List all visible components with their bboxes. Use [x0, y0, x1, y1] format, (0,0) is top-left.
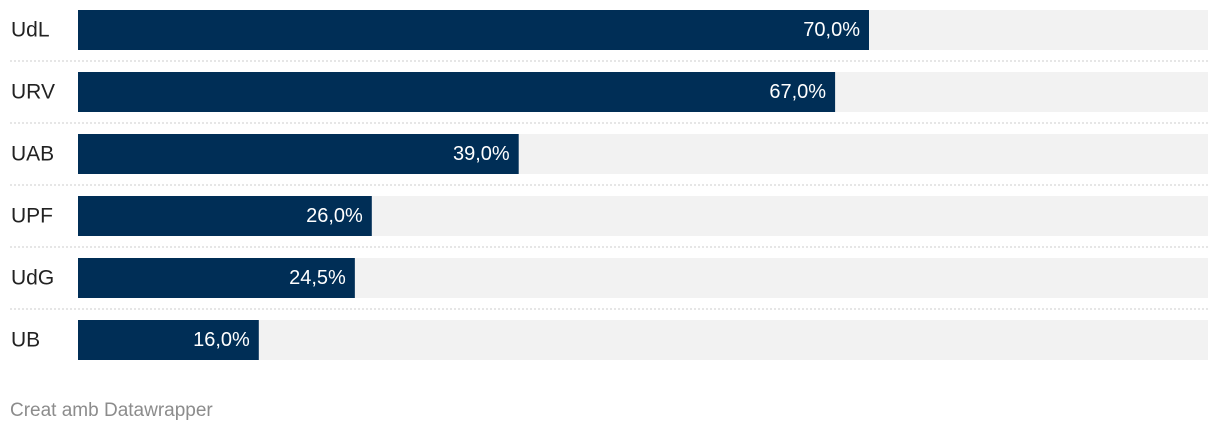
bar — [78, 134, 519, 174]
value-label: 26,0% — [306, 205, 363, 227]
category-label: UdL — [11, 19, 50, 42]
bar-track — [78, 320, 1208, 360]
credit-text: Creat amb Datawrapper — [10, 400, 213, 421]
category-label: UdG — [11, 267, 54, 290]
category-label: URV — [11, 81, 55, 104]
bar — [78, 258, 355, 298]
bar — [78, 196, 372, 236]
category-label: UAB — [11, 143, 54, 166]
value-label: 39,0% — [453, 143, 510, 165]
bar-chart: UdL 70,0% URV 67,0% UAB 39,0% UPF 26,0% UdG 24,5%… — [10, 10, 1208, 360]
value-label: 67,0% — [769, 81, 826, 103]
bar — [78, 320, 259, 360]
value-label: 70,0% — [803, 19, 860, 41]
value-label: 16,0% — [193, 329, 250, 351]
bar — [78, 72, 836, 112]
category-label: UPF — [11, 205, 53, 228]
bar — [78, 10, 869, 50]
value-label: 24,5% — [289, 267, 346, 289]
category-label: UB — [11, 329, 40, 352]
